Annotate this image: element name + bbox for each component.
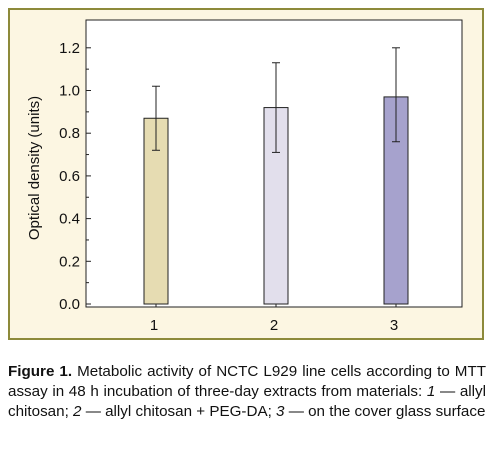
caption-item-1-text: — allyl chitosan;	[8, 383, 486, 420]
x-tick-label: 1	[150, 317, 158, 334]
y-tick-label: 0.4	[59, 211, 80, 228]
caption-label: Figure 1.	[8, 363, 73, 380]
figure-panel: 0.0 0.2 0.4 0.6 0.8 1.0 1.2 1 2 3 Optical densit…	[8, 8, 484, 340]
bar-series	[143, 47, 409, 305]
y-axis-title: Optical density (units)	[26, 96, 43, 240]
y-tick-label: 0.8	[59, 125, 80, 142]
caption-text: Metabolic activity of NCTC L929 line cel…	[8, 363, 486, 400]
y-tick-label: 0.0	[59, 296, 80, 313]
y-tick-label: 1.0	[59, 83, 80, 100]
y-tick-label: 0.6	[59, 168, 80, 185]
x-tick-label: 3	[390, 317, 398, 334]
y-tick-label: 0.2	[59, 253, 80, 270]
bar	[143, 117, 169, 305]
bar-chart: 0.0 0.2 0.4 0.6 0.8 1.0 1.2 1 2 3 Optical densit…	[26, 19, 463, 334]
y-axis: 0.0 0.2 0.4 0.6 0.8 1.0 1.2	[59, 40, 91, 313]
caption-item-3-number: 3	[276, 403, 285, 420]
caption-item-2-text: — allyl chitosan + PEG-DA;	[81, 403, 277, 420]
caption-item-2-number: 2	[73, 403, 82, 420]
bar	[263, 107, 289, 305]
x-tick-label: 2	[270, 317, 278, 334]
caption-item-1-number: 1	[426, 383, 436, 400]
caption-item-3-text: — on the cover glass surface	[284, 403, 486, 420]
y-tick-label: 1.2	[59, 40, 80, 57]
figure-caption: Figure 1. Metabolic activity of NCTC L92…	[8, 362, 486, 422]
